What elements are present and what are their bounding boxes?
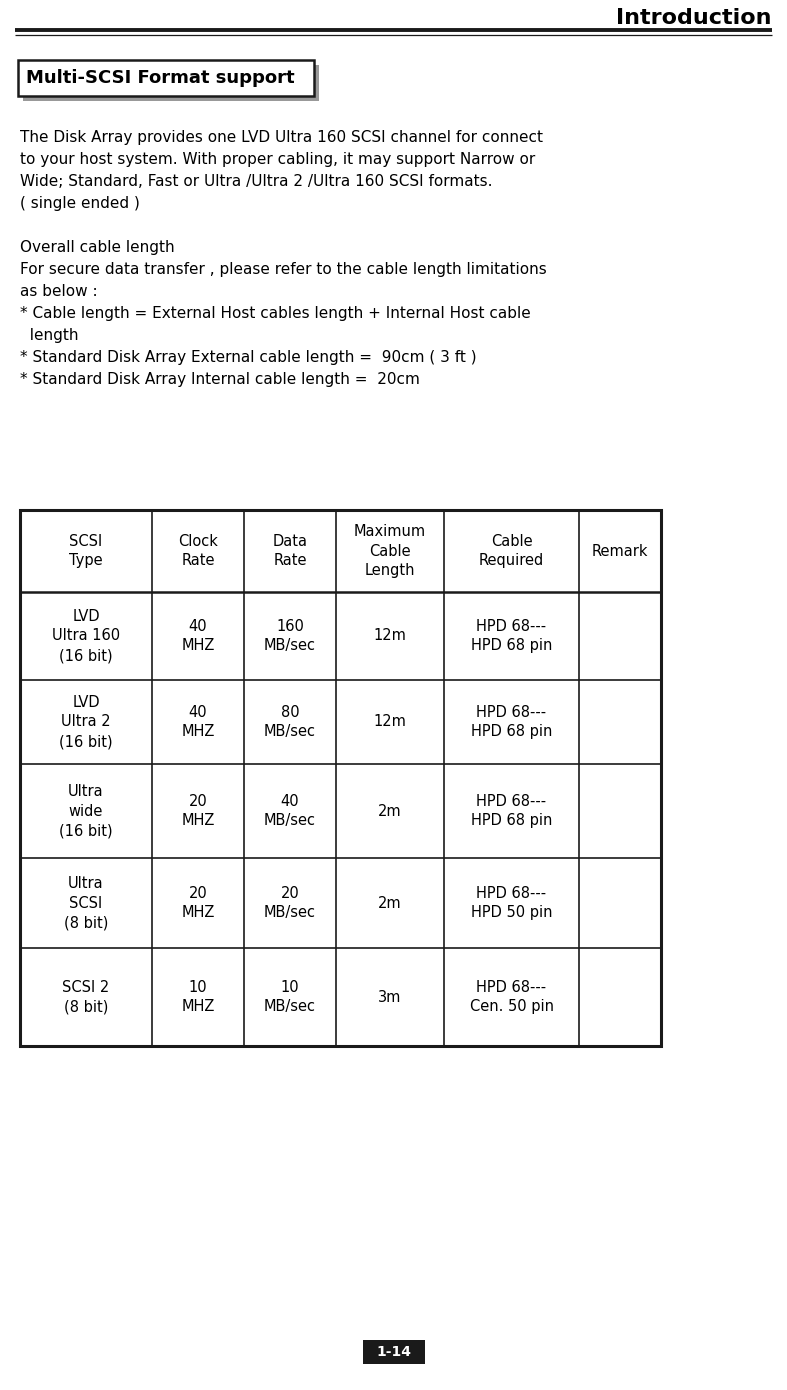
Text: 2m: 2m <box>379 803 402 819</box>
Text: HPD 68---
HPD 68 pin: HPD 68--- HPD 68 pin <box>471 705 552 739</box>
Text: Data
Rate: Data Rate <box>272 534 308 569</box>
Text: Remark: Remark <box>592 543 648 559</box>
Text: For secure data transfer , please refer to the cable length limitations: For secure data transfer , please refer … <box>20 261 547 277</box>
Text: Overall cable length: Overall cable length <box>20 240 175 254</box>
Text: HPD 68---
HPD 50 pin: HPD 68--- HPD 50 pin <box>471 885 552 920</box>
Text: 1-14: 1-14 <box>376 1346 411 1359</box>
Text: Ultra
wide
(16 bit): Ultra wide (16 bit) <box>59 784 113 838</box>
Text: 3m: 3m <box>379 990 401 1005</box>
Text: 20
MB/sec: 20 MB/sec <box>264 885 316 920</box>
Text: * Standard Disk Array External cable length =  90cm ( 3 ft ): * Standard Disk Array External cable len… <box>20 350 477 366</box>
FancyBboxPatch shape <box>23 65 319 101</box>
Text: LVD
Ultra 160
(16 bit): LVD Ultra 160 (16 bit) <box>52 609 120 663</box>
Text: * Cable length = External Host cables length + Internal Host cable: * Cable length = External Host cables le… <box>20 306 530 321</box>
Text: SCSI 2
(8 bit): SCSI 2 (8 bit) <box>62 980 109 1015</box>
Text: 10
MHZ: 10 MHZ <box>181 980 215 1015</box>
Text: HPD 68---
Cen. 50 pin: HPD 68--- Cen. 50 pin <box>470 980 553 1015</box>
Text: as below :: as below : <box>20 284 98 299</box>
Text: 160
MB/sec: 160 MB/sec <box>264 619 316 653</box>
Text: 12m: 12m <box>374 628 406 644</box>
Text: Wide; Standard, Fast or Ultra /Ultra 2 /Ultra 160 SCSI formats.: Wide; Standard, Fast or Ultra /Ultra 2 /… <box>20 174 493 189</box>
Text: 20
MHZ: 20 MHZ <box>181 885 215 920</box>
Text: Clock
Rate: Clock Rate <box>178 534 218 569</box>
Text: HPD 68---
HPD 68 pin: HPD 68--- HPD 68 pin <box>471 619 552 653</box>
Bar <box>363 1340 424 1364</box>
Text: Ultra
SCSI
(8 bit): Ultra SCSI (8 bit) <box>64 876 108 930</box>
Text: ( single ended ): ( single ended ) <box>20 196 140 211</box>
Text: 2m: 2m <box>379 895 402 910</box>
Text: 40
MB/sec: 40 MB/sec <box>264 794 316 828</box>
Text: Maximum
Cable
Length: Maximum Cable Length <box>354 524 426 578</box>
Text: 80
MB/sec: 80 MB/sec <box>264 705 316 739</box>
Text: 12m: 12m <box>374 714 406 730</box>
Text: * Standard Disk Array Internal cable length =  20cm: * Standard Disk Array Internal cable len… <box>20 373 420 386</box>
Text: 40
MHZ: 40 MHZ <box>181 619 215 653</box>
Text: HPD 68---
HPD 68 pin: HPD 68--- HPD 68 pin <box>471 794 552 828</box>
Text: Introduction: Introduction <box>616 8 772 28</box>
FancyBboxPatch shape <box>18 60 314 96</box>
Text: Multi-SCSI Format support: Multi-SCSI Format support <box>26 70 294 88</box>
Text: SCSI
Type: SCSI Type <box>69 534 103 569</box>
Text: length: length <box>20 328 79 343</box>
Text: Cable
Required: Cable Required <box>478 534 544 569</box>
Text: The Disk Array provides one LVD Ultra 160 SCSI channel for connect: The Disk Array provides one LVD Ultra 16… <box>20 131 543 145</box>
Text: 40
MHZ: 40 MHZ <box>181 705 215 739</box>
Bar <box>20 510 661 1047</box>
Text: 20
MHZ: 20 MHZ <box>181 794 215 828</box>
Text: LVD
Ultra 2
(16 bit): LVD Ultra 2 (16 bit) <box>59 695 113 749</box>
Text: to your host system. With proper cabling, it may support Narrow or: to your host system. With proper cabling… <box>20 152 535 167</box>
Text: 10
MB/sec: 10 MB/sec <box>264 980 316 1015</box>
